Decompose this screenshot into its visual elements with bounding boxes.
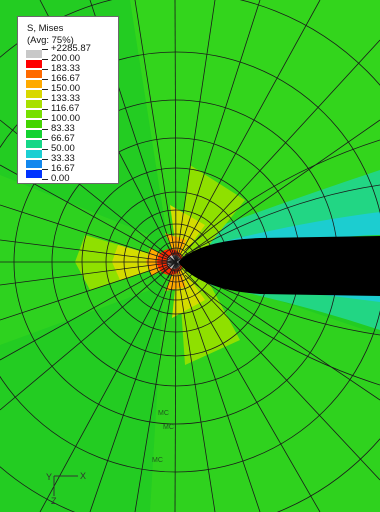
legend-swatch	[26, 60, 42, 68]
legend-value: 116.67	[51, 103, 80, 114]
legend-value: 200.00	[51, 53, 81, 64]
legend-value: 83.33	[51, 123, 75, 134]
triad-y-label: Y	[46, 472, 52, 482]
legend-swatch	[26, 140, 42, 148]
legend-swatch	[26, 100, 42, 108]
legend-value: 100.00	[51, 113, 81, 124]
legend-tick	[42, 129, 48, 130]
legend-value: 133.33	[51, 93, 81, 104]
legend-tick	[42, 109, 48, 110]
legend-swatch	[26, 150, 42, 158]
crack-tip-fan	[158, 245, 177, 279]
legend-tick	[42, 49, 48, 50]
legend-value: 33.33	[51, 153, 75, 164]
marker-label-lower: MC	[152, 457, 163, 464]
contour-band-teal-upper	[195, 170, 380, 252]
legend-tick	[42, 119, 48, 120]
legend-tick	[42, 79, 48, 80]
legend-swatch	[26, 120, 42, 128]
marker-label-upper: MC	[158, 410, 169, 417]
marker-label-middle: MC	[163, 424, 174, 431]
legend-value: 50.00	[51, 143, 75, 154]
legend-value: +2285.87	[51, 43, 91, 54]
legend-value: 150.00	[51, 83, 81, 94]
legend-value: 66.67	[51, 133, 75, 144]
legend-swatch	[26, 70, 42, 78]
legend-swatch	[26, 50, 42, 58]
triad-z-label: Z	[51, 496, 57, 506]
legend-averaging: (Avg: 75%)	[27, 35, 74, 46]
legend-swatch	[26, 170, 42, 178]
legend-tick	[42, 69, 48, 70]
legend-value: 183.33	[51, 63, 81, 74]
triad-x-label: X	[80, 471, 86, 481]
legend-tick	[42, 59, 48, 60]
legend-tick	[42, 179, 48, 180]
legend-value: 16.67	[51, 163, 75, 174]
legend-value: 0.00	[51, 173, 70, 184]
legend-tick	[42, 139, 48, 140]
legend-tick	[42, 169, 48, 170]
legend-tick	[42, 149, 48, 150]
legend-tick	[42, 159, 48, 160]
legend-value: 166.67	[51, 73, 81, 84]
stress-legend: S, Mises (Avg: 75%) +2285.87 200.00 183.33…	[17, 16, 119, 184]
coordinate-triad: X Y Z	[46, 471, 86, 506]
legend-swatch	[26, 90, 42, 98]
legend-swatch	[26, 110, 42, 118]
crack-opening	[178, 236, 380, 296]
legend-swatch	[26, 80, 42, 88]
legend-tick	[42, 89, 48, 90]
legend-tick	[42, 99, 48, 100]
legend-swatch	[26, 130, 42, 138]
legend-title: S, Mises	[27, 23, 64, 34]
legend-swatch	[26, 160, 42, 168]
